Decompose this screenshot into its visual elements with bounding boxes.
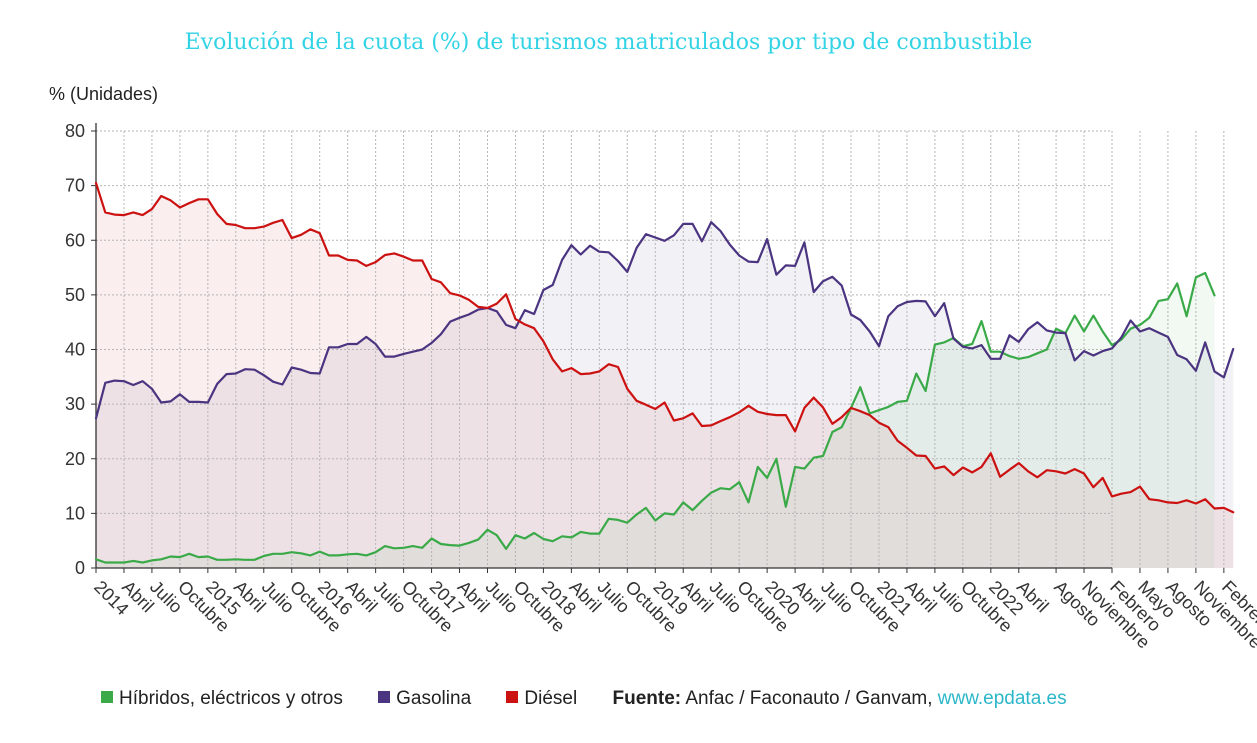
series-line-1 xyxy=(94,221,1235,420)
source-note: Fuente: Anfac / Faconauto / Ganvam, www.… xyxy=(613,688,1067,710)
legend-label-diesel: Diésel xyxy=(524,688,578,709)
y-axis-label: % (Unidades) xyxy=(49,84,159,104)
y-tick-label: 50 xyxy=(65,285,85,305)
legend-item-gasoline[interactable]: Gasolina xyxy=(378,688,471,710)
y-tick-label: 60 xyxy=(65,230,85,250)
source-label: Fuente: xyxy=(612,688,682,709)
series-line-0 xyxy=(94,271,1216,564)
source-text: Anfac / Faconauto / Ganvam, xyxy=(681,688,938,709)
legend: Híbridos, eléctricos y otros Gasolina Di… xyxy=(101,688,1097,710)
legend-swatch-gasoline xyxy=(378,691,391,703)
y-tick-label: 0 xyxy=(75,558,85,578)
legend-swatch-hybrid xyxy=(101,691,113,703)
y-tick-label: 10 xyxy=(65,503,85,523)
chart-title: Evolución de la cuota (%) de turismos ma… xyxy=(184,30,1033,55)
legend-swatch-diesel xyxy=(506,691,519,703)
legend-label-gasoline: Gasolina xyxy=(396,688,472,709)
y-tick-label: 80 xyxy=(65,121,85,141)
source-link[interactable]: www.epdata.es xyxy=(937,688,1067,709)
legend-item-hybrid[interactable]: Híbridos, eléctricos y otros xyxy=(101,688,343,710)
y-tick-label: 30 xyxy=(65,394,85,414)
legend-label-hybrid: Híbridos, eléctricos y otros xyxy=(119,688,343,709)
series-area-1 xyxy=(96,222,1234,568)
y-tick-label: 40 xyxy=(65,340,85,360)
y-tick-label: 20 xyxy=(65,449,85,469)
series-line-2 xyxy=(94,181,1235,514)
y-tick-label: 70 xyxy=(65,176,85,196)
legend-item-diesel[interactable]: Diésel xyxy=(506,688,577,710)
